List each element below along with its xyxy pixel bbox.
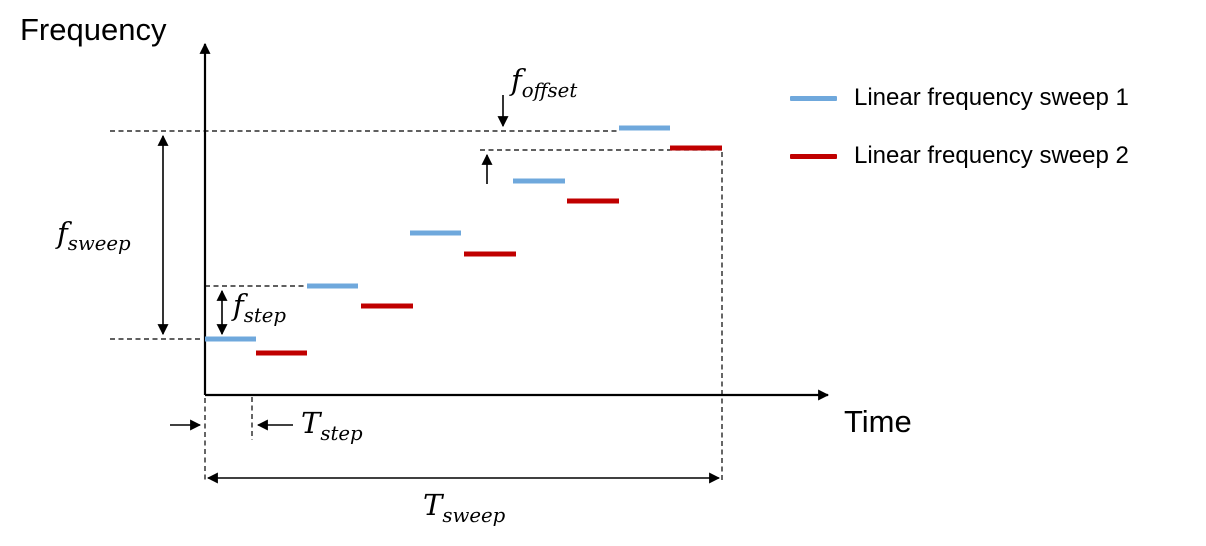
f-step-label: fstep	[233, 288, 286, 327]
f-step-sub: step	[243, 303, 287, 327]
t-step-base: T	[301, 406, 321, 440]
t-step-label: Tstep	[301, 406, 363, 445]
sweep-steps	[205, 125, 722, 356]
legend-label-sweep2: Linear frequency sweep 2	[854, 142, 1129, 169]
t-sweep-label: Tsweep	[423, 488, 505, 527]
t-sweep-base: T	[423, 488, 443, 522]
t-step-sub: step	[320, 421, 363, 445]
guide-lines	[110, 130, 723, 483]
f-step-base: f	[233, 288, 244, 322]
sweep1-line-swatch	[790, 95, 837, 101]
f-sweep-sub: sweep	[67, 231, 131, 255]
f-sweep-label: fsweep	[57, 216, 131, 255]
f-offset-label: foffset	[511, 63, 577, 102]
y-axis-label: Frequency	[20, 12, 167, 47]
legend-item-sweep1: Linear frequency sweep 1	[790, 84, 1129, 112]
t-sweep-sub: sweep	[442, 503, 506, 527]
sweep2-line-swatch	[790, 153, 837, 159]
f-sweep-base: f	[57, 216, 68, 250]
f-offset-sub: offset	[521, 78, 578, 102]
legend: Linear frequency sweep 1 Linear frequenc…	[790, 84, 1129, 170]
f-offset-base: f	[511, 63, 522, 97]
dimension-arrows	[157, 95, 721, 484]
legend-label-sweep1: Linear frequency sweep 1	[854, 84, 1129, 111]
x-axis-label: Time	[844, 404, 912, 439]
legend-item-sweep2: Linear frequency sweep 2	[790, 142, 1129, 170]
